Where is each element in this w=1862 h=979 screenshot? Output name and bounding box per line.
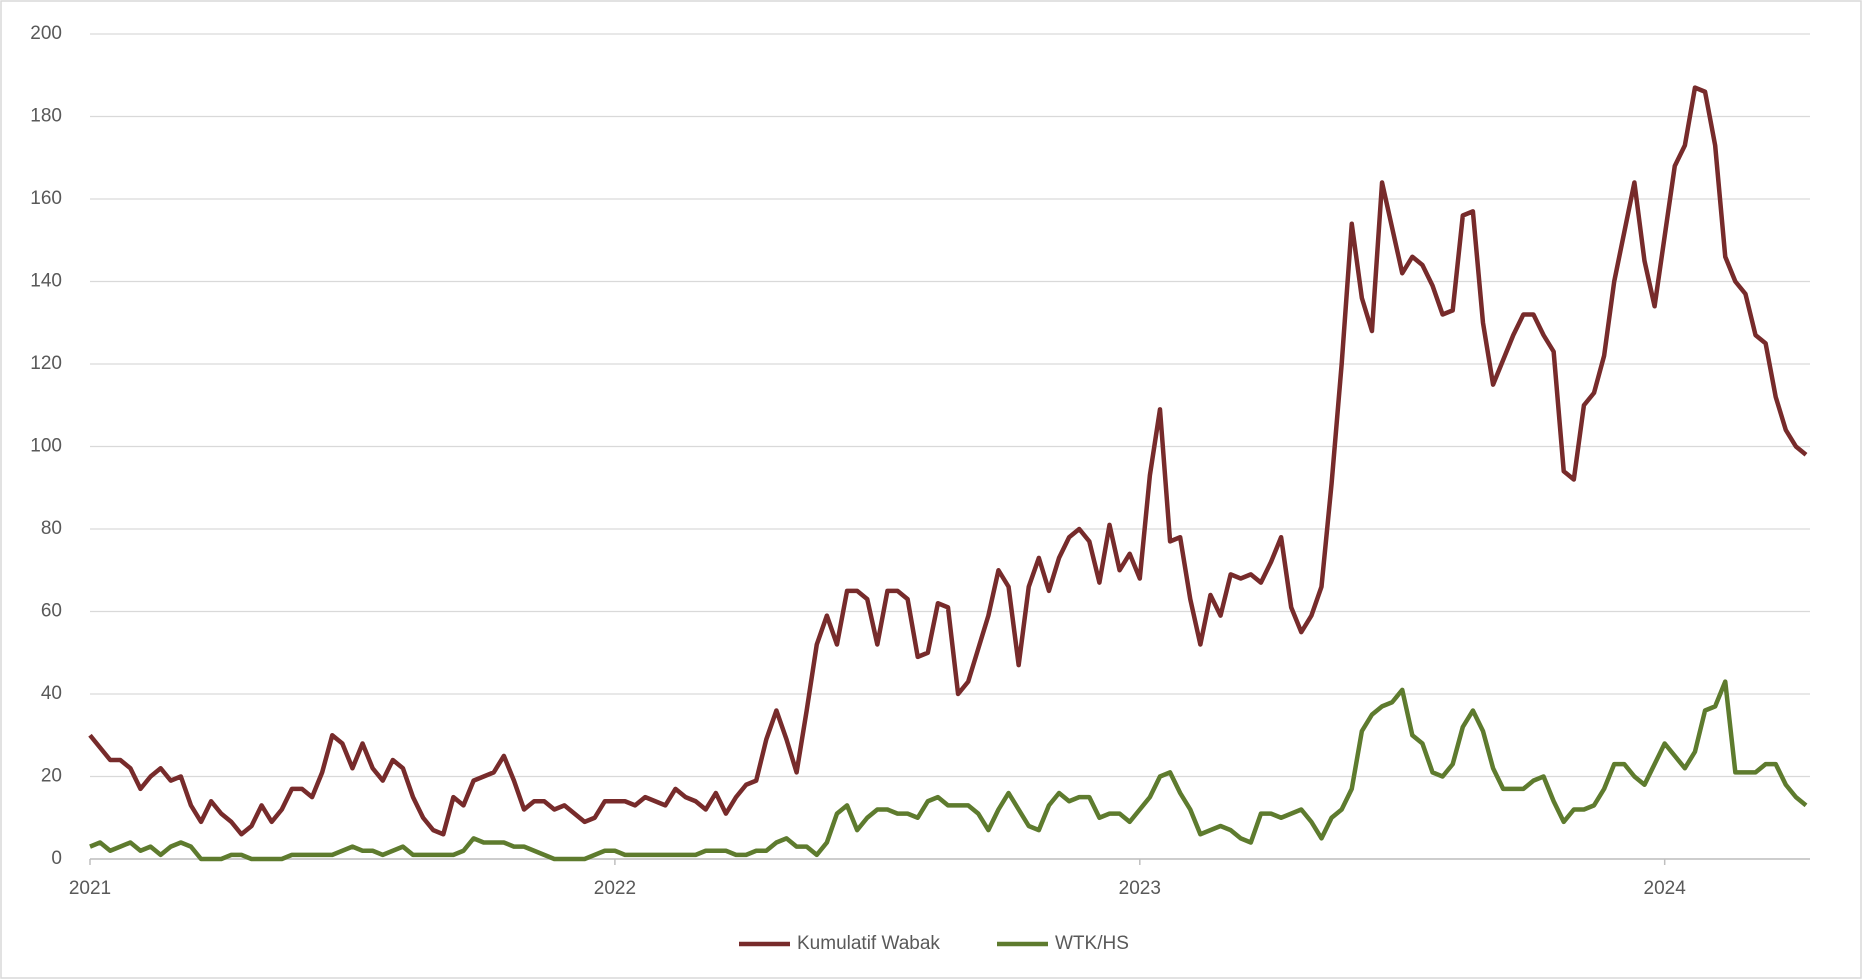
line-series [89, 679, 1808, 862]
y-tick-label: 0 [51, 848, 62, 869]
legend-label: Kumulatif Wabak [797, 933, 940, 954]
x-tick-label: 2023 [1119, 878, 1161, 899]
x-tick-label: 2021 [69, 878, 111, 899]
y-tick-label: 120 [30, 353, 62, 374]
y-tick-label: 40 [41, 683, 62, 704]
x-tick-label: 2024 [1644, 878, 1687, 899]
y-tick-label: 160 [30, 188, 62, 209]
y-tick-label: 60 [41, 601, 62, 622]
y-tick-label: 100 [30, 436, 62, 457]
y-tick-label: 80 [41, 518, 62, 539]
y-tick-label: 140 [30, 271, 62, 292]
y-tick-label: 200 [30, 23, 62, 44]
y-tick-label: 20 [41, 766, 62, 787]
x-tick-label: 2022 [594, 878, 636, 899]
line-series [88, 85, 1808, 837]
y-tick-label: 180 [30, 106, 62, 127]
legend-label: WTK/HS [1055, 933, 1129, 954]
